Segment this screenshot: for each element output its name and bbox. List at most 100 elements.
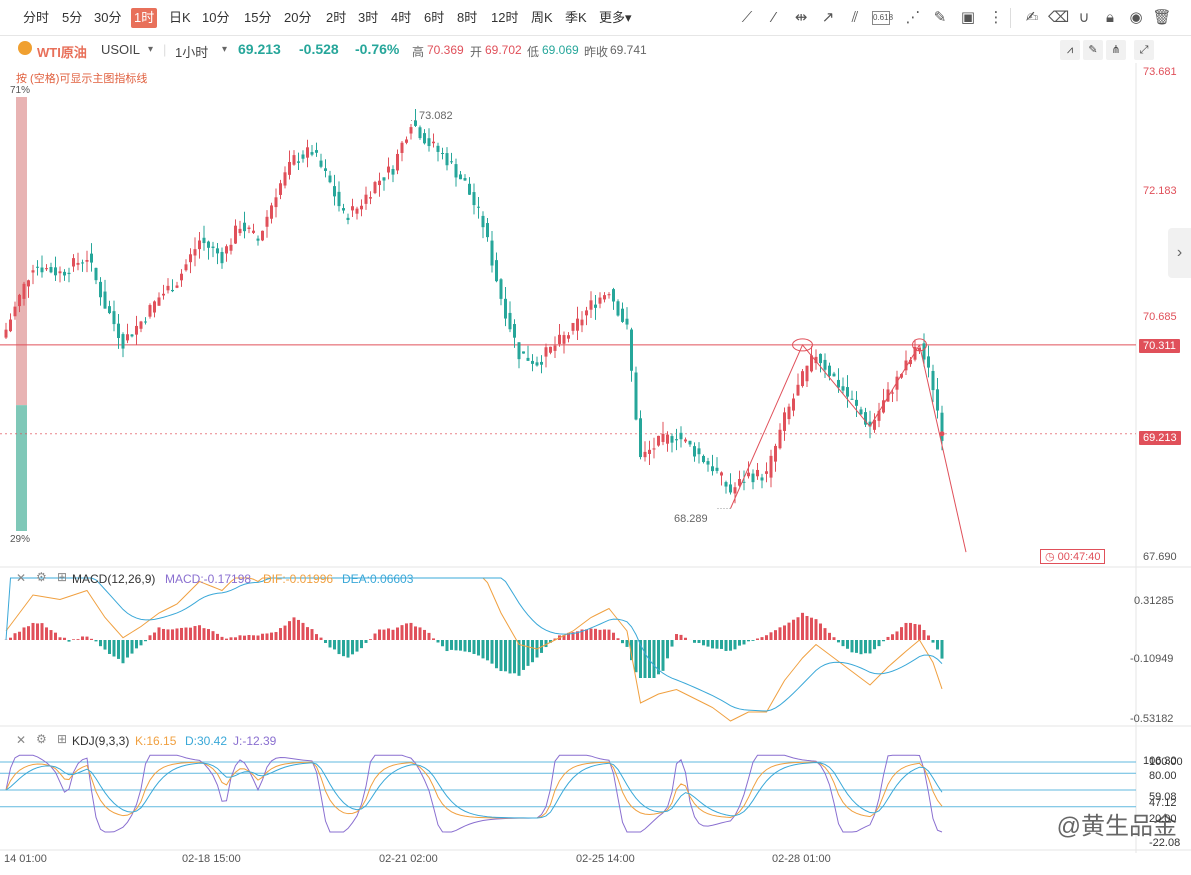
macd-bar [751,640,755,641]
candle-body [454,164,458,178]
candle-body [769,455,773,478]
macd-bar [513,640,516,674]
candle-body [738,479,741,486]
period-tab-3[interactable]: 1时 [131,8,158,28]
price-change: -0.528 [299,41,339,57]
period-tab-4[interactable]: 日K [169,10,191,25]
trash-icon[interactable]: 🗑︎ [1152,9,1172,26]
candle-body [108,306,111,314]
horizontal-line-icon[interactable]: ⇹ [794,9,808,26]
candle-body [765,471,768,474]
kdj-close-icon[interactable]: ✕ [16,733,27,747]
parallel-line-icon[interactable]: ⫽ [851,9,859,26]
magnet-icon[interactable]: ∪ [1078,9,1090,26]
image-icon[interactable]: ▣ [960,9,976,26]
macd-bar [81,636,84,640]
macd-close-icon[interactable]: ✕ [16,571,27,585]
edit-icon[interactable]: ✍ [1025,9,1039,26]
indicator-button[interactable]: ⋔ [1106,40,1126,60]
ray-line-icon[interactable]: ⟋ [741,9,753,26]
lock-icon[interactable]: 🔒︎ [1106,9,1114,26]
macd-bar [405,623,408,640]
period-tab-5[interactable]: 10分 [202,10,230,25]
candle-body [652,448,656,450]
candle-body [823,359,827,370]
macd-bar [472,640,476,654]
kdj-axis-top: 106.30 [1143,755,1177,767]
macd-bar [720,640,723,649]
candle-body [157,297,161,306]
macd-settings-icon[interactable]: ⚙ [36,570,47,584]
symbol-code[interactable]: USOIL [101,42,141,57]
period-tab-7[interactable]: 20分 [284,10,312,25]
fullscreen-button[interactable]: ⤢ [1134,40,1154,60]
period-tab-11[interactable]: 6时 [424,10,445,25]
macd-bar [364,640,368,643]
macd-bar [193,626,197,640]
candle-body [202,237,206,244]
chart-type-button[interactable]: ⩘ [1060,40,1080,60]
period-tab-16[interactable]: 更多▾ [599,10,632,25]
symbol-dropdown-icon[interactable]: ▾ [148,44,154,55]
interval-select[interactable]: 1小时 [175,45,209,60]
time-label-2: 02-18 15:00 [182,853,241,865]
macd-bar [117,640,120,659]
candle-body [319,160,323,167]
period-tab-1[interactable]: 5分 [62,10,83,25]
fan-icon[interactable]: ⋰ [905,9,921,26]
candle-body [207,241,210,248]
kdj-axis-2: 80.00 [1149,770,1177,782]
macd-bar [522,640,525,670]
macd-bar [355,640,359,652]
pen-icon[interactable]: ✎ [933,9,947,26]
eraser-icon[interactable]: ⌫ [1048,9,1070,26]
macd-title: MACD(12,26,9) [72,572,156,586]
macd-bar [733,640,737,650]
candle-body [355,208,359,214]
macd-bar [819,623,822,640]
draw-toggle-button[interactable]: ✎ [1083,40,1103,60]
period-tab-0[interactable]: 分时 [23,10,50,25]
macd-bar [319,637,323,640]
macd-bar [679,634,683,640]
expand-panel-button[interactable]: › [1168,228,1191,278]
macd-bar [796,617,800,640]
macd-add-icon[interactable]: ⊞ [57,570,68,584]
macd-bar [778,627,782,640]
macd-bar [634,640,638,673]
period-tab-6[interactable]: 15分 [244,10,272,25]
period-tab-9[interactable]: 3时 [358,10,379,25]
symbol-name[interactable]: WTI原油 [37,45,87,60]
candle-body [477,206,480,208]
candle-body [873,419,876,430]
fibonacci-icon[interactable]: 0.618 [872,11,893,25]
price-chart[interactable] [0,63,1191,875]
eye-icon[interactable]: ◉ [1129,9,1143,26]
dea-value: DEA:0.06603 [342,572,414,586]
macd-bar [148,635,152,640]
candle-body [607,294,611,296]
period-tab-10[interactable]: 4时 [391,10,412,25]
period-tab-2[interactable]: 30分 [94,10,122,25]
period-tab-8[interactable]: 2时 [326,10,347,25]
macd-bar [382,629,386,640]
candle-body [297,161,300,163]
macd-bar [211,631,215,640]
kdj-settings-icon[interactable]: ⚙ [36,732,47,746]
kdj-add-icon[interactable]: ⊞ [57,732,68,746]
candle-body [837,379,840,388]
period-tab-14[interactable]: 周K [531,10,553,25]
more-tools-icon[interactable]: ⋮ [988,9,1004,26]
candle-body [229,244,233,251]
interval-dropdown-icon[interactable]: ▾ [222,44,228,55]
macd-bar [283,625,287,640]
macd-bar [531,640,534,663]
extended-line-icon[interactable]: ⁄ [772,9,776,26]
countdown-value: 00:47:40 [1057,551,1101,563]
period-tab-15[interactable]: 季K [565,10,587,25]
kdj-axis-4: 47.12 [1149,797,1177,809]
prev-close-value: 69.741 [610,43,647,57]
period-tab-13[interactable]: 12时 [491,10,519,25]
channel-line-icon[interactable]: ↗ [821,9,835,26]
period-tab-12[interactable]: 8时 [457,10,478,25]
